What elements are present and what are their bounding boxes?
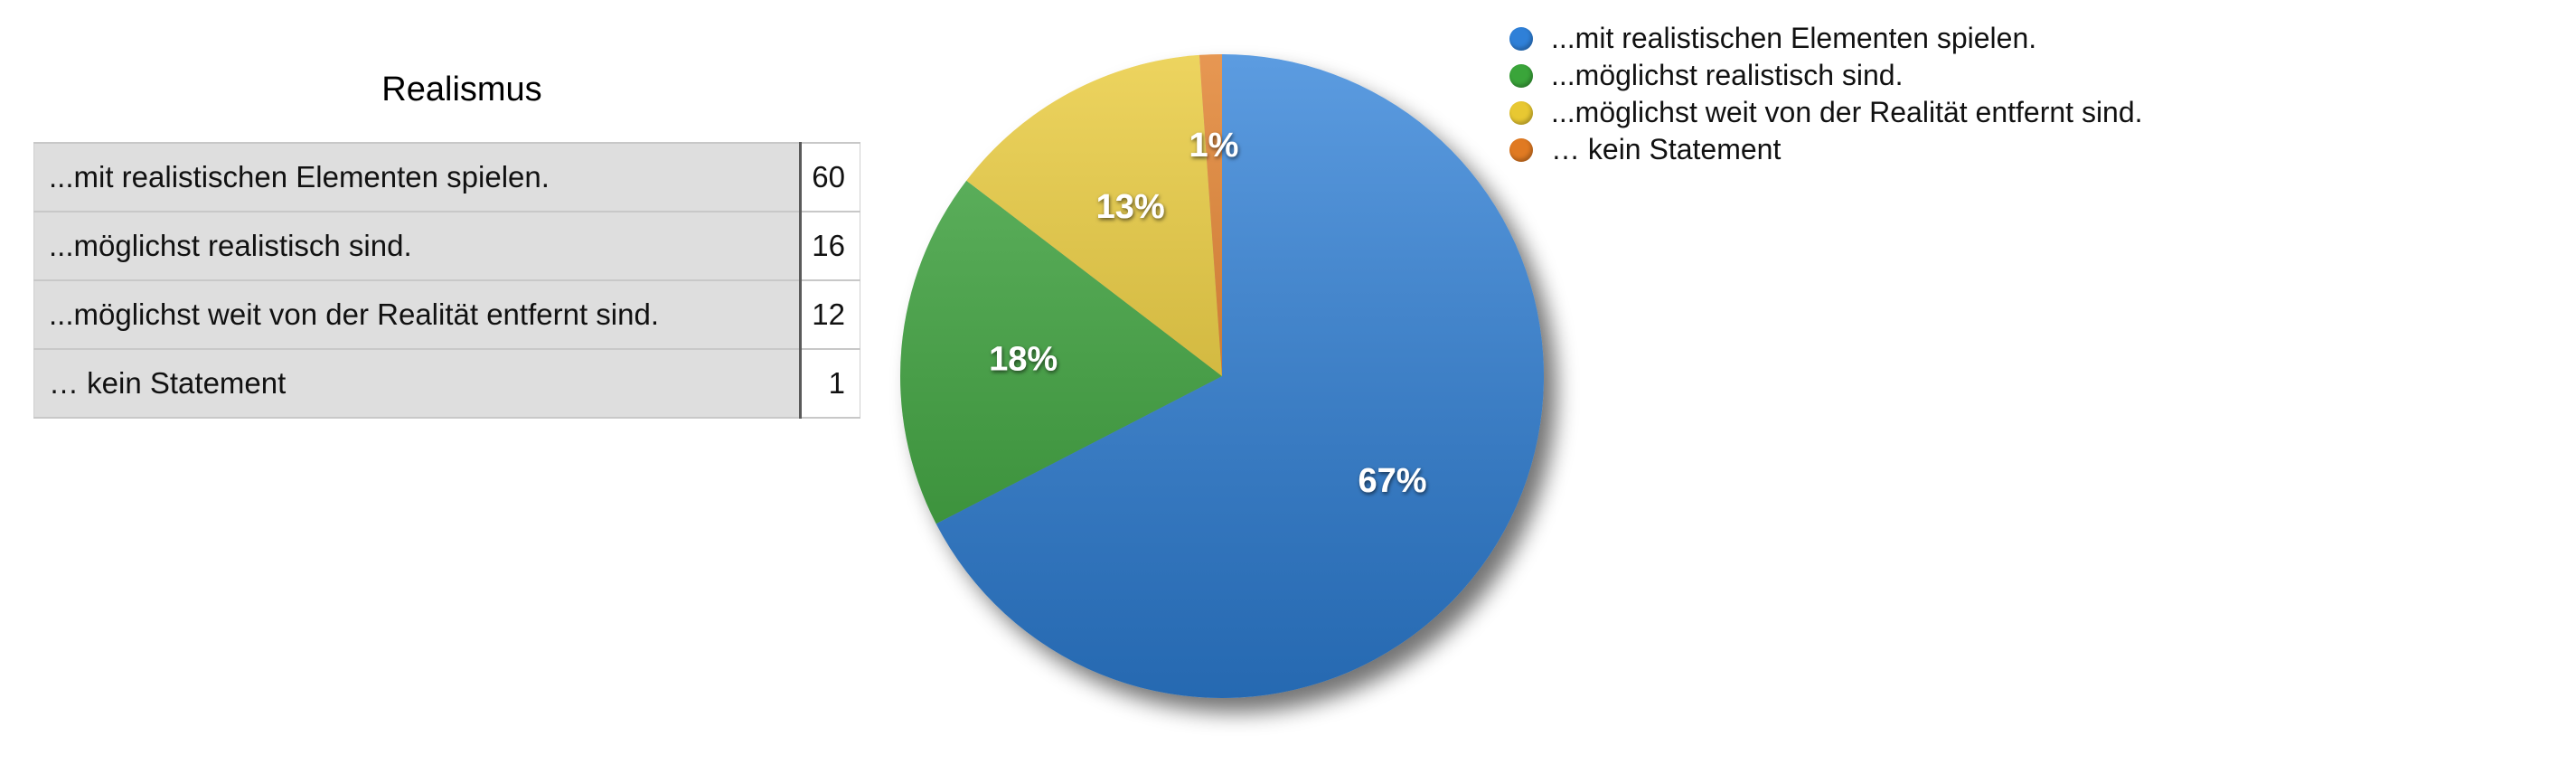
legend-item: … kein Statement [1509, 131, 2143, 168]
legend-item: ...möglichst weit von der Realität entfe… [1509, 94, 2143, 131]
row-value: 16 [800, 211, 860, 281]
legend-swatch [1509, 26, 1533, 51]
legend-item: ...mit realistischen Elementen spielen. [1509, 20, 2143, 57]
row-value: 12 [800, 279, 860, 350]
legend-item: ...möglichst realistisch sind. [1509, 57, 2143, 94]
legend-swatch [1509, 63, 1533, 88]
row-label: ...möglichst realistisch sind. [33, 211, 802, 281]
row-value: 60 [800, 142, 860, 212]
legend-swatch [1509, 137, 1533, 162]
table-row: … kein Statement 1 [33, 348, 860, 419]
row-value: 1 [800, 348, 860, 419]
row-label: ...möglichst weit von der Realität entfe… [33, 279, 802, 350]
pie-data-label: 1% [1189, 127, 1238, 165]
legend-label: ...möglichst realistisch sind. [1551, 59, 1904, 91]
data-table: ...mit realistischen Elementen spielen. … [33, 142, 860, 419]
table-row: ...mit realistischen Elementen spielen. … [33, 142, 860, 212]
table-row: ...möglichst realistisch sind. 16 [33, 211, 860, 281]
legend-label: ...mit realistischen Elementen spielen. [1551, 22, 2037, 54]
row-label: ...mit realistischen Elementen spielen. [33, 142, 802, 212]
pie-data-label: 67% [1358, 462, 1426, 500]
legend: ...mit realistischen Elementen spielen. … [1509, 20, 2143, 168]
row-label: … kein Statement [33, 348, 802, 419]
legend-label: ...möglichst weit von der Realität entfe… [1551, 96, 2143, 128]
legend-swatch [1509, 100, 1533, 125]
pie-data-label: 13% [1096, 188, 1165, 226]
pie-data-label: 18% [989, 341, 1058, 379]
legend-label: … kein Statement [1551, 133, 1782, 165]
table-row: ...möglichst weit von der Realität entfe… [33, 279, 860, 350]
table-title: Realismus [381, 71, 542, 109]
